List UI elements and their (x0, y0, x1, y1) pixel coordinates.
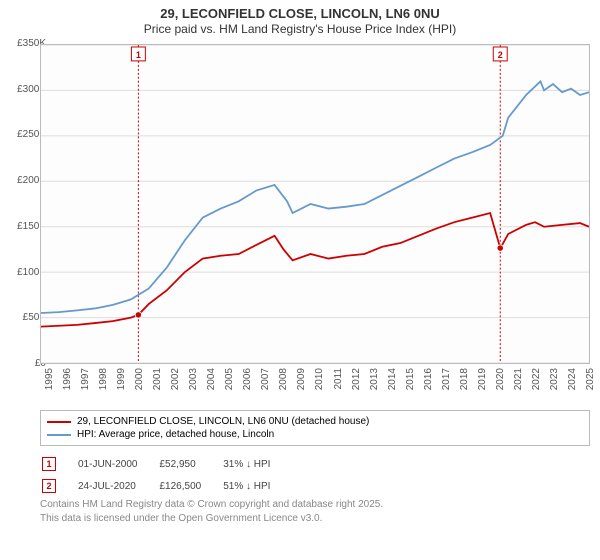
legend-row-price-paid: 29, LECONFIELD CLOSE, LINCOLN, LN6 0NU (… (47, 415, 583, 428)
marker-row-1: 1 01-JUN-2000 £52,950 31% ↓ HPI (42, 454, 290, 474)
x-tick-label: 2011 (333, 368, 344, 398)
x-tick-label: 2003 (188, 368, 199, 398)
x-tick-label: 1997 (80, 368, 91, 398)
marker-row-2: 2 24-JUL-2020 £126,500 51% ↓ HPI (42, 476, 290, 496)
chart-container: 29, LECONFIELD CLOSE, LINCOLN, LN6 0NU P… (0, 0, 600, 560)
x-tick-label: 2008 (278, 368, 289, 398)
x-tick-label: 2007 (260, 368, 271, 398)
x-tick-label: 1999 (116, 368, 127, 398)
legend-label-hpi: HPI: Average price, detached house, Linc… (77, 429, 274, 440)
legend-swatch-hpi (47, 434, 71, 436)
marker-badge-2: 2 (42, 479, 56, 493)
x-tick-label: 2020 (495, 368, 506, 398)
x-tick-label: 2025 (585, 368, 596, 398)
title-block: 29, LECONFIELD CLOSE, LINCOLN, LN6 0NU P… (0, 0, 600, 38)
x-tick-label: 2012 (351, 368, 362, 398)
footer-attribution: Contains HM Land Registry data © Crown c… (40, 498, 383, 525)
x-tick-label: 2006 (242, 368, 253, 398)
x-tick-label: 1995 (44, 368, 55, 398)
x-tick-label: 2000 (134, 368, 145, 398)
x-tick-label: 2013 (369, 368, 380, 398)
legend-label-price-paid: 29, LECONFIELD CLOSE, LINCOLN, LN6 0NU (… (77, 416, 369, 427)
x-tick-label: 2019 (477, 368, 488, 398)
legend-row-hpi: HPI: Average price, detached house, Linc… (47, 428, 583, 441)
x-tick-label: 2014 (387, 368, 398, 398)
marker-table: 1 01-JUN-2000 £52,950 31% ↓ HPI 2 24-JUL… (40, 452, 292, 498)
x-tick-label: 2018 (459, 368, 470, 398)
marker-date-2: 24-JUL-2020 (78, 476, 157, 496)
chart-plot-area: 12 (40, 44, 590, 364)
x-tick-label: 1996 (62, 368, 73, 398)
marker-delta-1: 31% ↓ HPI (223, 454, 290, 474)
footer-line2: This data is licensed under the Open Gov… (40, 512, 383, 526)
marker-price-2: £126,500 (159, 476, 221, 496)
marker-date-1: 01-JUN-2000 (78, 454, 157, 474)
x-tick-label: 1998 (98, 368, 109, 398)
marker-badge-1: 1 (42, 457, 56, 471)
x-tick-label: 2009 (296, 368, 307, 398)
x-tick-label: 2021 (513, 368, 524, 398)
marker-price-1: £52,950 (159, 454, 221, 474)
footer-line1: Contains HM Land Registry data © Crown c… (40, 498, 383, 512)
x-tick-label: 2022 (531, 368, 542, 398)
x-tick-label: 2017 (441, 368, 452, 398)
x-tick-label: 2002 (170, 368, 181, 398)
x-tick-label: 2001 (152, 368, 163, 398)
legend-box: 29, LECONFIELD CLOSE, LINCOLN, LN6 0NU (… (40, 410, 590, 446)
x-tick-label: 2023 (549, 368, 560, 398)
title-line2: Price paid vs. HM Land Registry's House … (10, 22, 590, 36)
marker-delta-2: 51% ↓ HPI (223, 476, 290, 496)
x-tick-label: 2004 (206, 368, 217, 398)
legend-swatch-price-paid (47, 421, 71, 423)
x-tick-label: 2024 (567, 368, 578, 398)
x-tick-label: 2010 (314, 368, 325, 398)
x-tick-label: 2016 (423, 368, 434, 398)
svg-text:2: 2 (498, 50, 503, 60)
x-tick-label: 2015 (405, 368, 416, 398)
x-tick-label: 2005 (224, 368, 235, 398)
chart-svg: 12 (41, 45, 589, 363)
svg-text:1: 1 (136, 50, 141, 60)
title-line1: 29, LECONFIELD CLOSE, LINCOLN, LN6 0NU (10, 6, 590, 21)
